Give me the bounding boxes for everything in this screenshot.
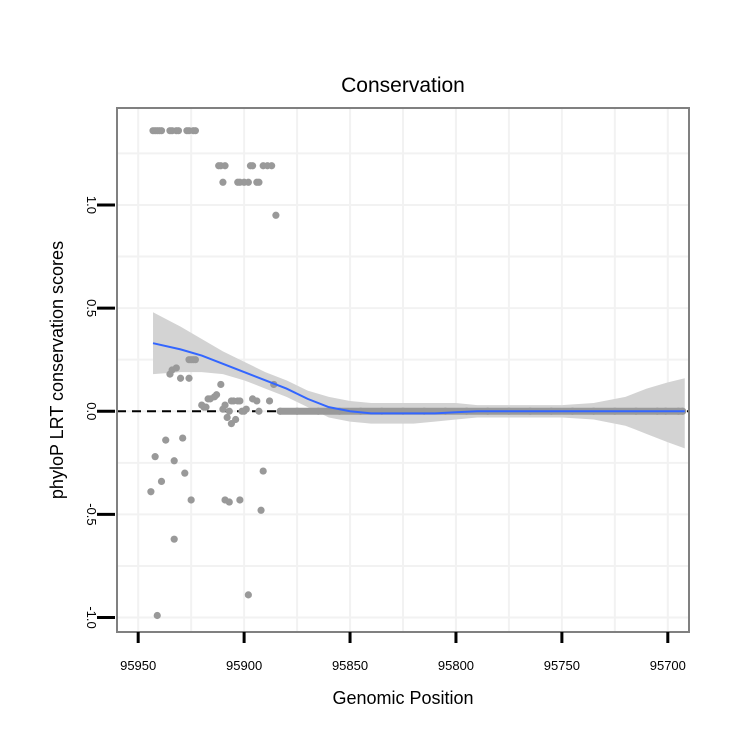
data-point — [236, 496, 244, 504]
data-point — [212, 391, 221, 399]
plot-panel-border — [116, 107, 690, 633]
x-tick-label: 95750 — [544, 658, 580, 673]
x-tick-label: 95950 — [120, 658, 156, 673]
data-point — [206, 395, 214, 403]
smooth-trend-line — [152, 342, 685, 415]
x-axis: 95950 95900 95850 95800 95750 95700 — [120, 632, 686, 673]
data-point — [255, 407, 263, 415]
chart-title: Conservation — [341, 74, 465, 97]
x-tick-label: 95850 — [332, 658, 368, 673]
data-point — [227, 420, 235, 428]
data-point — [255, 178, 263, 186]
y-axis: -1.0 -0.5 0.0 0.5 1.0 — [84, 196, 115, 629]
data-point — [248, 162, 257, 170]
data-point — [179, 434, 187, 442]
x-tick-label: 95900 — [226, 658, 262, 673]
y-tick-label: 0.5 — [84, 299, 99, 317]
data-point — [225, 498, 233, 506]
data-point — [219, 405, 227, 413]
y-tick-label: -0.5 — [84, 503, 99, 525]
data-point — [257, 506, 265, 514]
data-point — [225, 407, 233, 415]
y-tick-label: 0.0 — [84, 402, 99, 420]
data-point — [221, 162, 229, 170]
data-point — [157, 477, 166, 486]
data-point — [272, 211, 280, 219]
data-point — [181, 469, 189, 477]
smooth-line-layer — [152, 342, 685, 415]
data-point — [162, 436, 170, 444]
data-point — [170, 535, 178, 543]
y-tick-label: 1.0 — [84, 196, 99, 214]
data-point — [217, 380, 225, 389]
data-point — [268, 162, 276, 170]
data-point — [174, 127, 183, 135]
data-point — [170, 457, 178, 465]
x-tick-label: 95800 — [438, 658, 474, 673]
data-point — [166, 370, 174, 378]
data-point — [259, 467, 267, 475]
data-point — [187, 496, 195, 504]
data-point — [151, 453, 159, 461]
data-point — [191, 127, 199, 135]
data-point — [157, 127, 166, 135]
x-axis-title: Genomic Position — [332, 688, 473, 708]
x-tick-label: 95700 — [650, 658, 686, 673]
data-point — [147, 488, 155, 496]
data-point — [153, 611, 161, 620]
data-point — [253, 397, 261, 405]
data-point — [191, 356, 199, 364]
data-point — [238, 407, 246, 415]
y-tick-label: -1.0 — [84, 606, 99, 628]
y-axis-title: phyloP LRT conservation scores — [47, 241, 67, 499]
data-point — [176, 374, 185, 382]
grid-lines — [117, 108, 689, 632]
data-point — [202, 403, 210, 411]
data-point — [236, 397, 244, 405]
data-point — [219, 178, 227, 186]
data-point — [265, 397, 274, 405]
data-point — [223, 413, 231, 422]
data-point — [244, 178, 252, 186]
data-point — [244, 591, 252, 599]
data-point — [185, 374, 193, 382]
data-point — [172, 364, 180, 372]
